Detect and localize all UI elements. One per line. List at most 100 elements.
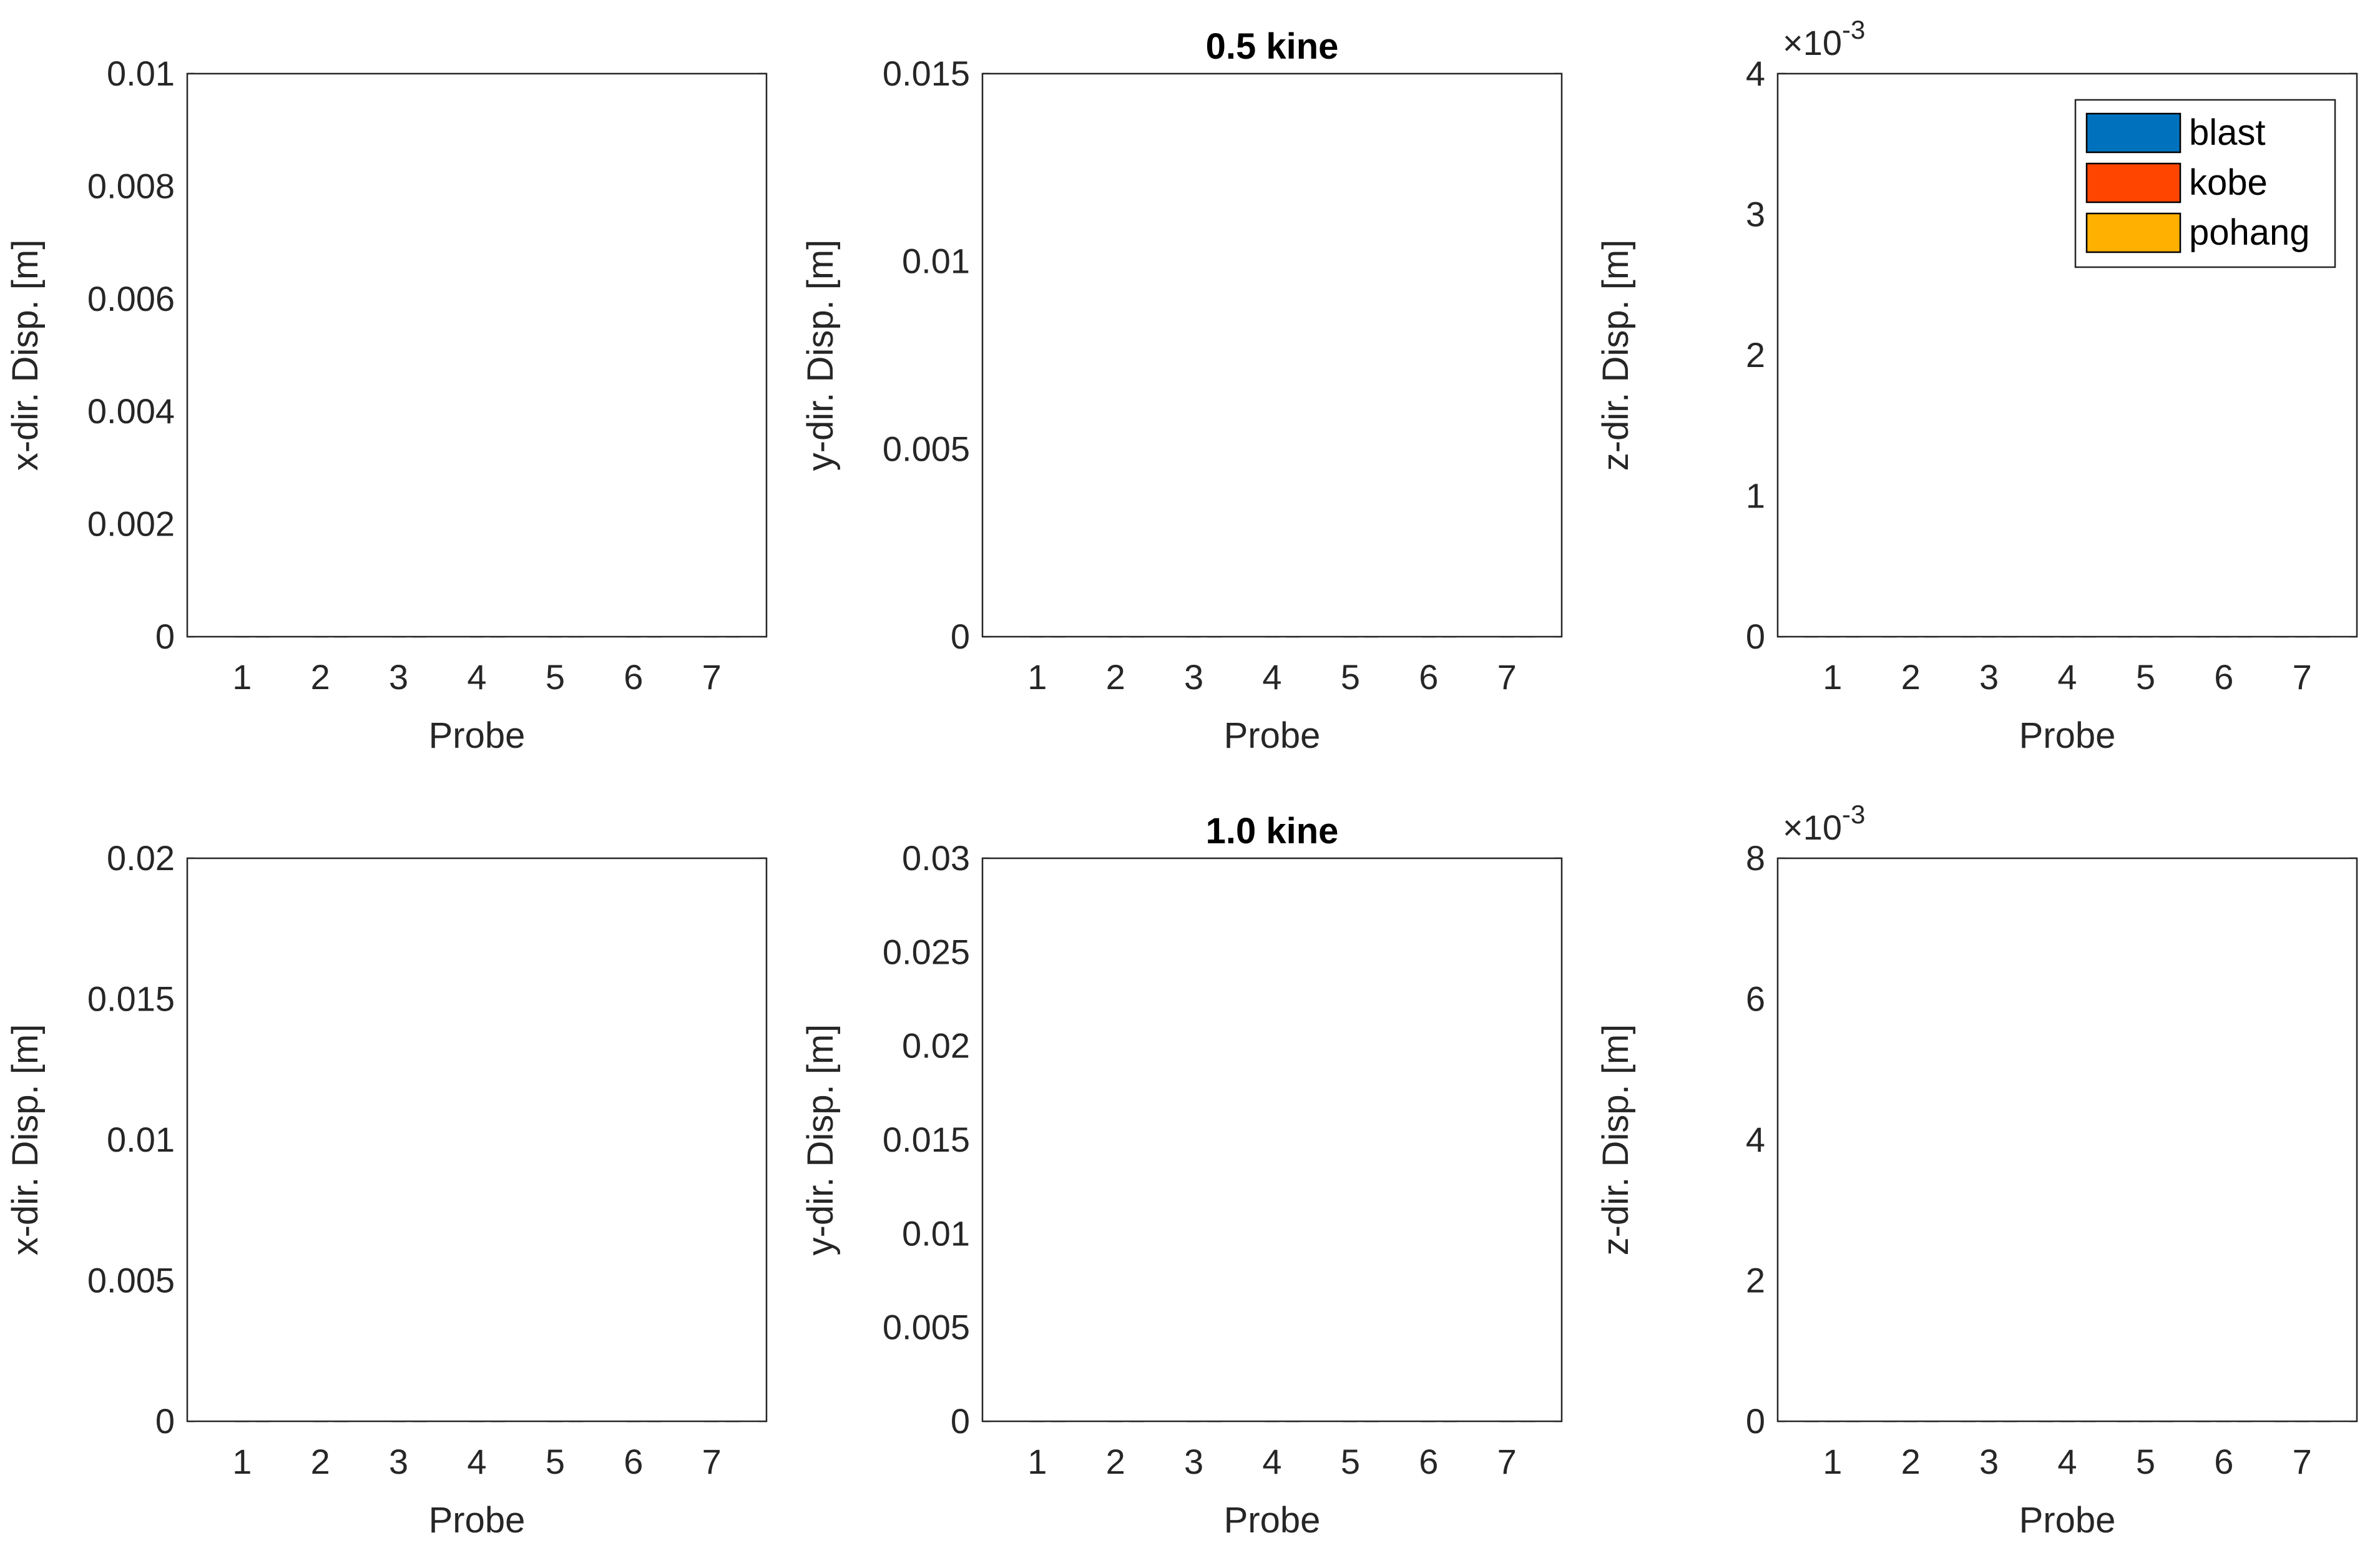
x-axis-label: Probe xyxy=(429,715,526,756)
x-tick-label: 1 xyxy=(1823,657,1842,697)
y-tick-label: 0.002 xyxy=(87,504,175,544)
y-tick-label: 0.01 xyxy=(902,242,970,281)
y-tick-label: 0.01 xyxy=(107,54,175,93)
y-tick-label: 0.015 xyxy=(883,54,970,93)
x-tick-label: 1 xyxy=(1027,1442,1047,1481)
y-tick-label: 0.005 xyxy=(87,1261,175,1300)
x-axis-label: Probe xyxy=(1224,1500,1321,1541)
exponent-base: ×10 xyxy=(1783,23,1842,62)
x-tick-label: 4 xyxy=(467,1442,486,1481)
y-tick-label: 8 xyxy=(1746,838,1765,878)
y-tick-label: 0 xyxy=(155,1401,175,1441)
y-tick-label: 0.004 xyxy=(87,391,175,431)
x-tick-label: 3 xyxy=(1979,657,1999,697)
chart-panel-3: 0 1 2 3 4 1 2 3 4 5 6 7 Probe z-dir. Disp. [m] ×10-3 bl… xyxy=(1595,15,2358,756)
y-tick-label: 6 xyxy=(1746,979,1765,1019)
y-axis-label: x-dir. Disp. [m] xyxy=(5,1024,46,1256)
x-tick-label: 7 xyxy=(1497,657,1517,697)
x-tick-label: 4 xyxy=(1262,657,1281,697)
y-tick-label: 4 xyxy=(1746,54,1765,93)
y-tick-label: 0 xyxy=(951,617,970,656)
y-tick-label: 0.005 xyxy=(883,429,970,468)
legend-swatch-pohang xyxy=(2085,212,2182,253)
axes-frame xyxy=(186,857,768,1423)
x-tick-label: 4 xyxy=(2057,1442,2077,1481)
chart-panel-2: 0 0.005 0.01 0.015 1 2 3 4 5 6 7 Probe y-dir. Disp. … xyxy=(800,26,1563,756)
y-tick-label: 0.01 xyxy=(902,1213,970,1253)
x-tick-label: 2 xyxy=(1901,1442,1921,1481)
x-tick-label: 6 xyxy=(624,657,643,697)
legend-swatch-kobe xyxy=(2085,162,2182,203)
legend: blast kobe pohang xyxy=(2074,99,2336,268)
x-tick-label: 4 xyxy=(467,657,486,697)
x-axis-label: Probe xyxy=(2019,1500,2116,1541)
x-tick-label: 6 xyxy=(2214,657,2233,697)
exponent-power: -3 xyxy=(1842,15,1865,44)
y-exponent-label: ×10-3 xyxy=(1783,800,1865,847)
chart-panel-6: 0 2 4 6 8 1 2 3 4 5 6 7 Probe z-dir. Disp. [m] ×10-3 xyxy=(1595,800,2358,1541)
x-axis-label: Probe xyxy=(429,1500,526,1541)
x-tick-label: 2 xyxy=(1901,657,1921,697)
y-tick-label: 0.02 xyxy=(902,1026,970,1066)
x-tick-label: 1 xyxy=(1823,1442,1842,1481)
chart-panel-4: 0 0.005 0.01 0.015 0.02 1 2 3 4 5 6 7 Probe x-dir. Di… xyxy=(5,838,768,1541)
y-tick-label: 0.005 xyxy=(883,1308,970,1347)
y-tick-label: 4 xyxy=(1746,1120,1765,1159)
y-axis-label: y-dir. Disp. [m] xyxy=(800,240,841,471)
x-tick-label: 7 xyxy=(702,1442,722,1481)
x-tick-label: 5 xyxy=(2136,657,2155,697)
x-tick-label: 3 xyxy=(1979,1442,1999,1481)
x-tick-label: 6 xyxy=(2214,1442,2233,1481)
y-axis-label: y-dir. Disp. [m] xyxy=(800,1024,841,1256)
x-tick-label: 2 xyxy=(311,657,330,697)
y-tick-label: 0.03 xyxy=(902,838,970,878)
y-tick-label: 0.006 xyxy=(87,279,175,318)
y-tick-label: 0.015 xyxy=(883,1120,970,1159)
legend-label-kobe: kobe xyxy=(2189,162,2268,203)
x-tick-label: 5 xyxy=(2136,1442,2155,1481)
y-tick-label: 2 xyxy=(1746,335,1765,375)
x-tick-label: 1 xyxy=(1027,657,1047,697)
x-tick-label: 7 xyxy=(1497,1442,1517,1481)
x-tick-label: 5 xyxy=(546,657,565,697)
chart-panel-1: 0 0.002 0.004 0.006 0.008 0.01 1 2 3 4 5 6 7 Probe x-d… xyxy=(5,54,768,756)
x-tick-label: 4 xyxy=(1262,1442,1281,1481)
y-axis-label: z-dir. Disp. [m] xyxy=(1595,240,1636,471)
x-tick-label: 3 xyxy=(1184,657,1203,697)
exponent-power: -3 xyxy=(1842,800,1865,829)
axes-frame xyxy=(1776,857,2358,1423)
chart-title: 0.5 kine xyxy=(1206,26,1339,67)
x-tick-label: 4 xyxy=(2057,657,2077,697)
x-tick-label: 7 xyxy=(2293,1442,2312,1481)
exponent-base: ×10 xyxy=(1783,808,1842,847)
y-axis-label: x-dir. Disp. [m] xyxy=(5,240,46,471)
x-tick-label: 7 xyxy=(702,657,722,697)
y-tick-label: 1 xyxy=(1746,476,1765,516)
chart-panel-5: 0 0.005 0.01 0.015 0.02 0.025 0.03 1 2 3 4 5 6 7 Probe… xyxy=(800,811,1563,1541)
x-tick-label: 3 xyxy=(1184,1442,1203,1481)
y-tick-label: 0 xyxy=(951,1401,970,1441)
x-tick-label: 2 xyxy=(311,1442,330,1481)
x-tick-label: 1 xyxy=(232,1442,252,1481)
x-tick-label: 3 xyxy=(389,657,408,697)
axes-frame xyxy=(981,72,1563,638)
x-tick-label: 6 xyxy=(624,1442,643,1481)
x-axis-label: Probe xyxy=(2019,715,2116,756)
legend-swatch-blast xyxy=(2085,112,2182,154)
y-exponent-label: ×10-3 xyxy=(1783,15,1865,62)
chart-title: 1.0 kine xyxy=(1206,811,1339,851)
x-axis-label: Probe xyxy=(1224,715,1321,756)
x-tick-label: 5 xyxy=(1341,1442,1360,1481)
axes-frame xyxy=(186,72,768,638)
y-tick-label: 0.008 xyxy=(87,166,175,205)
x-tick-label: 6 xyxy=(1419,657,1438,697)
y-tick-label: 0.015 xyxy=(87,979,175,1019)
x-tick-label: 5 xyxy=(546,1442,565,1481)
y-tick-label: 2 xyxy=(1746,1261,1765,1300)
y-tick-label: 0 xyxy=(1746,617,1765,656)
x-tick-label: 2 xyxy=(1106,657,1125,697)
y-tick-label: 0.01 xyxy=(107,1120,175,1159)
x-tick-label: 6 xyxy=(1419,1442,1438,1481)
y-tick-label: 0 xyxy=(1746,1401,1765,1441)
